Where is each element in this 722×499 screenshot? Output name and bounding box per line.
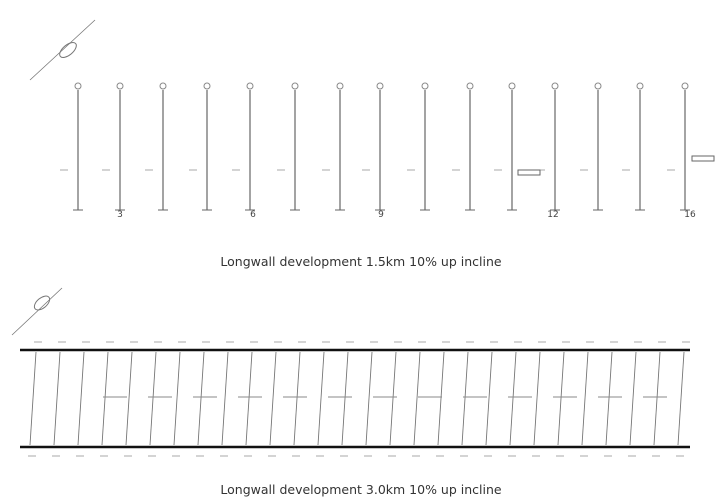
crosscut	[485, 351, 493, 446]
crosscut	[269, 351, 277, 446]
crosscut	[365, 351, 373, 446]
panel-head	[116, 82, 124, 90]
crosscut	[413, 351, 421, 446]
panel-head	[508, 82, 516, 90]
crosscut	[653, 351, 661, 446]
crosscut	[461, 351, 469, 446]
crosscut	[341, 351, 349, 446]
panel-number: 12	[547, 210, 558, 220]
panel-head	[636, 82, 644, 90]
panel-number: 16	[684, 210, 696, 220]
panel-number: 3	[117, 210, 123, 220]
crosscut	[437, 351, 445, 446]
crosscut	[77, 351, 85, 446]
crosscut	[221, 351, 229, 446]
crosscut	[53, 351, 61, 446]
crosscut	[173, 351, 181, 446]
label-box	[517, 169, 541, 176]
crosscut	[293, 351, 301, 446]
panel-head	[291, 82, 299, 90]
panel-head	[594, 82, 602, 90]
panel-number: 9	[378, 210, 384, 220]
compass-line	[11, 287, 63, 336]
crosscut	[677, 351, 685, 446]
panel-head	[421, 82, 429, 90]
compass-symbol	[33, 295, 51, 311]
crosscut	[509, 351, 517, 446]
crosscut	[317, 351, 325, 446]
crosscut	[389, 351, 397, 446]
crosscut	[245, 351, 253, 446]
caption: Longwall development 3.0km 10% up inclin…	[220, 482, 501, 497]
crosscut	[197, 351, 205, 446]
panel-head	[159, 82, 167, 90]
panel-head	[336, 82, 344, 90]
crosscut	[29, 351, 37, 446]
panel-head	[203, 82, 211, 90]
crosscut	[149, 351, 157, 446]
panel-head	[376, 82, 384, 90]
compass-symbol	[59, 42, 77, 58]
crosscut	[581, 351, 589, 446]
panel-head	[681, 82, 689, 90]
drawing-1-5km: 3 6 9 12 16	[29, 19, 715, 220]
panel-head	[246, 82, 254, 90]
crosscut	[557, 351, 565, 446]
drawing-3-0km	[11, 287, 690, 457]
compass-line	[29, 19, 96, 81]
panel-number: 6	[250, 210, 256, 220]
crosscut	[125, 351, 133, 446]
crosscut	[533, 351, 541, 446]
panel-head	[74, 82, 82, 90]
crosscut	[605, 351, 613, 446]
label-box	[691, 155, 715, 162]
panel-head	[466, 82, 474, 90]
crosscut	[629, 351, 637, 446]
crosscut	[101, 351, 109, 446]
panel-head	[551, 82, 559, 90]
caption: Longwall development 1.5km 10% up inclin…	[220, 254, 501, 269]
